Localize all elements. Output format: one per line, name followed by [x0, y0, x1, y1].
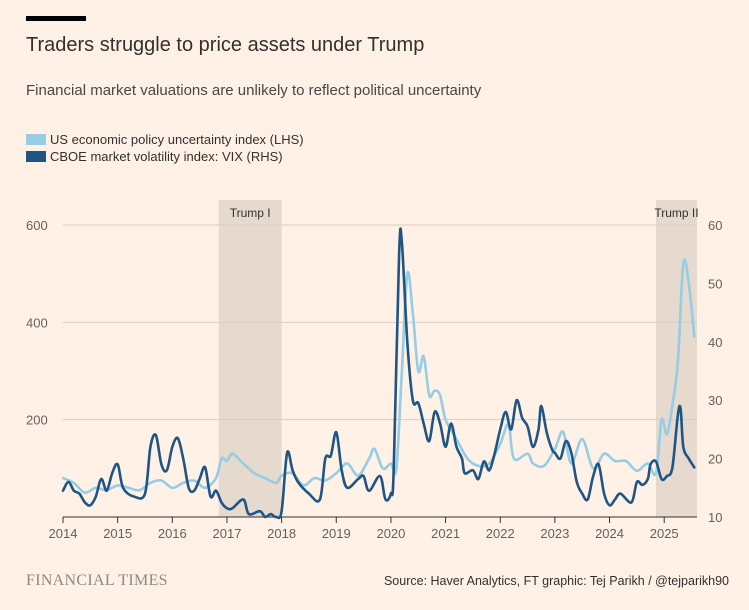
x-tick-label: 2022: [486, 526, 515, 541]
y-right-tick-label: 40: [708, 335, 722, 350]
legend-item-vix: CBOE market volatility index: VIX (RHS): [26, 148, 304, 165]
series-line-vix: [61, 227, 696, 520]
legend-label-vix: CBOE market volatility index: VIX (RHS): [50, 149, 283, 164]
x-tick-label: 2024: [595, 526, 624, 541]
y-left-tick-label: 400: [26, 315, 48, 330]
x-tick-label: 2021: [431, 526, 460, 541]
x-tick-label: 2020: [376, 526, 405, 541]
legend: US economic policy uncertainty index (LH…: [26, 131, 304, 165]
x-tick-label: 2016: [158, 526, 187, 541]
legend-item-epu: US economic policy uncertainty index (LH…: [26, 131, 304, 148]
x-tick-label: 2019: [322, 526, 351, 541]
x-tick-label: 2017: [213, 526, 242, 541]
x-tick-label: 2018: [267, 526, 296, 541]
series-line-epu: [61, 258, 696, 495]
y-left-tick-label: 600: [26, 218, 48, 233]
legend-swatch-epu: [26, 134, 46, 145]
y-right-tick-label: 20: [708, 452, 722, 467]
legend-label-epu: US economic policy uncertainty index (LH…: [50, 132, 304, 147]
y-right-tick-label: 10: [708, 510, 722, 525]
x-tick-label: 2015: [103, 526, 132, 541]
y-left-tick-label: 200: [26, 413, 48, 428]
shaded-region-2: [656, 200, 697, 517]
shaded-region-1: [218, 200, 282, 517]
source-note: Source: Haver Analytics, FT graphic: Tej…: [383, 574, 729, 588]
chart-subtitle: Financial market valuations are unlikely…: [26, 82, 482, 99]
y-right-tick-label: 30: [708, 393, 722, 408]
legend-swatch-vix: [26, 151, 46, 162]
shaded-region-label-2: Trump II: [654, 206, 698, 220]
ft-logo-text: FINANCIAL TIMES: [26, 572, 168, 589]
x-tick-label: 2023: [540, 526, 569, 541]
brand-bar: [26, 16, 86, 21]
x-tick-label: 2025: [650, 526, 679, 541]
shaded-region-label-1: Trump I: [230, 206, 271, 220]
chart-title: Traders struggle to price assets under T…: [26, 34, 425, 56]
y-right-tick-label: 50: [708, 276, 722, 291]
y-right-tick-label: 60: [708, 218, 722, 233]
x-tick-label: 2014: [49, 526, 78, 541]
